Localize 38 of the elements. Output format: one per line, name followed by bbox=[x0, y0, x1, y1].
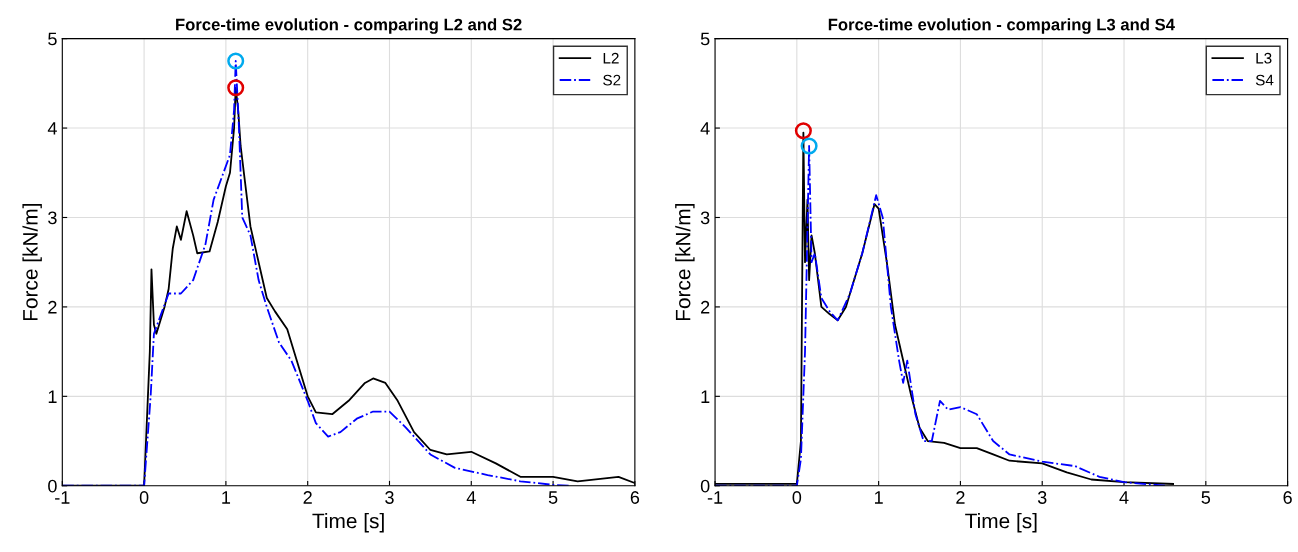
y-tick-label: 5 bbox=[48, 32, 57, 46]
chart-title: Force-time evolution - comparing L3 and S4 bbox=[828, 18, 1175, 34]
x-tick-label: -1 bbox=[707, 491, 723, 504]
x-axis-title: Time [s] bbox=[965, 513, 1037, 533]
y-tick-label: 1 bbox=[701, 390, 710, 403]
x-axis-title: Time [s] bbox=[312, 513, 384, 533]
x-tick-label: 1 bbox=[874, 491, 883, 504]
x-tick-label: 5 bbox=[548, 491, 558, 504]
legend-label: L3 bbox=[1256, 52, 1272, 64]
y-tick-label: 5 bbox=[700, 32, 710, 46]
x-tick-label: 4 bbox=[1119, 491, 1129, 504]
y-tick-label: 2 bbox=[48, 300, 57, 314]
x-tick-label: 4 bbox=[466, 491, 476, 504]
legend-label: S2 bbox=[603, 74, 621, 86]
y-tick-label: 0 bbox=[48, 479, 57, 493]
y-tick-label: 2 bbox=[701, 300, 710, 314]
y-tick-label: 3 bbox=[48, 211, 57, 225]
x-tick-label: 5 bbox=[1201, 491, 1211, 504]
y-tick-label: 0 bbox=[700, 479, 710, 493]
x-tick-label: 0 bbox=[792, 491, 802, 504]
y-axis-title: Force [kN/m] bbox=[675, 204, 695, 321]
x-tick-label: 3 bbox=[385, 491, 394, 504]
x-tick-label: -1 bbox=[55, 491, 70, 504]
y-tick-label: 4 bbox=[700, 122, 710, 135]
y-tick-label: 1 bbox=[48, 390, 57, 403]
y-axis-title: Force [kN/m] bbox=[22, 204, 42, 321]
x-tick-label: 2 bbox=[956, 491, 965, 504]
y-tick-label: 3 bbox=[700, 211, 710, 225]
x-tick-label: 6 bbox=[1283, 491, 1292, 504]
x-tick-label: 3 bbox=[1037, 491, 1047, 504]
x-tick-label: 2 bbox=[303, 491, 312, 504]
legend-label: S4 bbox=[1255, 74, 1274, 86]
x-tick-label: 6 bbox=[630, 491, 640, 504]
y-tick-label: 4 bbox=[47, 122, 57, 135]
x-tick-label: 1 bbox=[222, 491, 231, 504]
x-tick-label: 0 bbox=[139, 491, 149, 504]
chart-title: Force-time evolution - comparing L2 and S2 bbox=[176, 18, 522, 34]
legend-label: L2 bbox=[603, 52, 619, 64]
